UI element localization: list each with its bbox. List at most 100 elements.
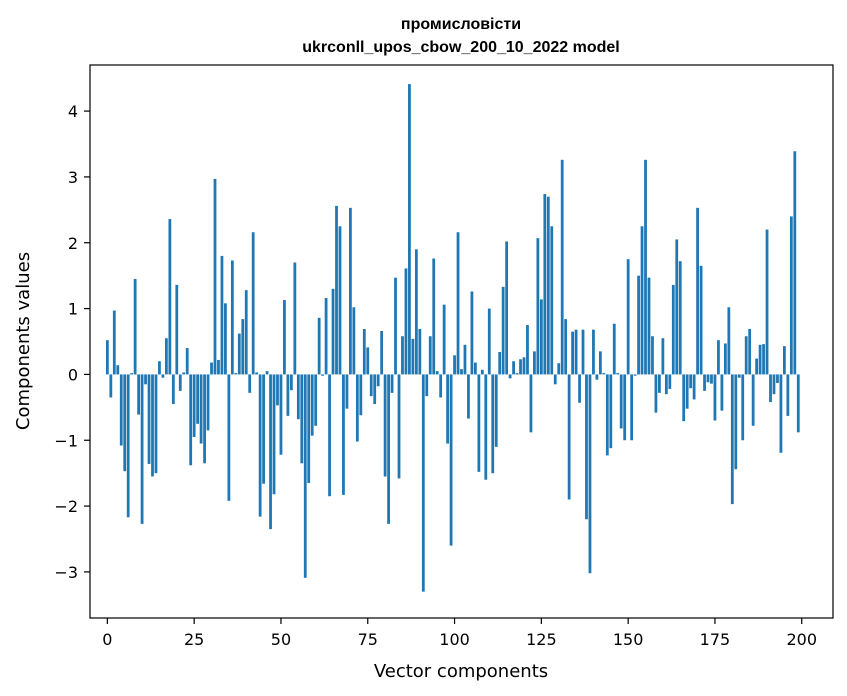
bar-167: [685, 374, 689, 409]
bar-97: [442, 304, 446, 375]
bar-174: [710, 374, 713, 384]
bar-199: [796, 374, 800, 433]
bar-107: [477, 374, 481, 472]
bar-35: [227, 374, 231, 501]
bar-31: [213, 178, 217, 375]
bar-109: [484, 374, 488, 480]
bar-191: [769, 374, 772, 403]
bar-89: [414, 249, 418, 375]
bar-12: [147, 374, 151, 464]
bar-128: [550, 226, 554, 375]
bar-187: [755, 358, 759, 375]
bar-48: [272, 374, 276, 495]
bar-110: [487, 308, 491, 375]
bar-47: [269, 374, 272, 530]
bar-192: [772, 374, 776, 395]
bar-142: [598, 351, 602, 375]
bar-4: [119, 374, 123, 446]
bar-77: [373, 374, 377, 405]
bar-133: [567, 374, 571, 500]
bar-116: [508, 374, 512, 379]
bar-86: [404, 268, 408, 375]
bar-98: [446, 374, 449, 444]
bar-62: [321, 374, 325, 376]
bar-33: [220, 255, 224, 375]
bar-189: [762, 344, 765, 375]
bar-51: [283, 300, 286, 375]
bar-181: [734, 374, 738, 470]
bar-137: [581, 329, 585, 375]
bar-197: [789, 216, 793, 375]
chart-title: промисловісти: [401, 16, 521, 33]
bar-79: [380, 330, 384, 375]
bar-85: [401, 336, 404, 375]
bar-73: [359, 374, 363, 416]
x-tick-label: 150: [613, 630, 644, 649]
x-tick-label: 75: [358, 630, 378, 649]
bar-27: [199, 374, 203, 444]
bar-20: [175, 284, 179, 375]
bar-188: [758, 344, 762, 375]
bar-179: [727, 307, 731, 375]
bar-25: [192, 374, 196, 437]
bar-129: [553, 374, 557, 385]
y-tick-label: 3: [68, 168, 78, 187]
bar-153: [637, 275, 640, 375]
bar-100: [453, 355, 456, 375]
bar-8: [133, 278, 137, 375]
bar-194: [779, 374, 783, 453]
bar-161: [664, 374, 668, 395]
bar-28: [203, 374, 206, 464]
bar-185: [748, 328, 752, 375]
bar-11: [144, 374, 147, 385]
bar-67: [338, 226, 342, 375]
bar-70: [349, 207, 352, 375]
bar-54: [293, 262, 297, 375]
bar-176: [717, 340, 720, 375]
bar-170: [696, 207, 699, 375]
bar-55: [296, 374, 300, 420]
bar-91: [421, 374, 425, 592]
bar-22: [182, 372, 186, 375]
bar-195: [783, 346, 786, 375]
bar-103: [463, 344, 467, 375]
bar-2: [112, 310, 116, 375]
y-tick-label: −2: [54, 497, 78, 516]
bar-90: [418, 328, 422, 375]
bar-7: [130, 373, 134, 375]
bar-29: [206, 374, 210, 431]
bar-130: [557, 363, 561, 375]
bar-183: [741, 374, 745, 441]
bar-9: [137, 374, 140, 415]
bar-15: [158, 361, 161, 375]
bar-72: [355, 374, 359, 442]
bar-83: [394, 277, 397, 375]
bar-69: [345, 374, 349, 409]
bar-155: [644, 159, 647, 375]
bar-95: [435, 371, 439, 375]
bar-198: [793, 151, 797, 375]
bar-175: [713, 374, 717, 421]
bar-122: [529, 374, 533, 433]
bar-40: [244, 290, 248, 375]
bar-3: [116, 365, 120, 375]
bar-26: [196, 374, 200, 424]
bar-113: [498, 352, 502, 375]
bar-120: [522, 357, 526, 375]
y-tick-label: −3: [54, 563, 78, 582]
bar-162: [668, 374, 672, 389]
bar-132: [564, 319, 568, 375]
bar-64: [328, 374, 331, 497]
bar-82: [390, 374, 394, 393]
bar-165: [678, 261, 682, 375]
bar-108: [480, 369, 484, 375]
bar-141: [595, 374, 599, 380]
bar-138: [585, 374, 588, 520]
y-axis-label: Components values: [13, 252, 34, 430]
bar-136: [578, 374, 581, 403]
bar-150: [626, 259, 630, 375]
bar-112: [494, 374, 498, 447]
bar-50: [279, 374, 283, 455]
bar-154: [640, 226, 644, 375]
bar-131: [560, 159, 564, 375]
